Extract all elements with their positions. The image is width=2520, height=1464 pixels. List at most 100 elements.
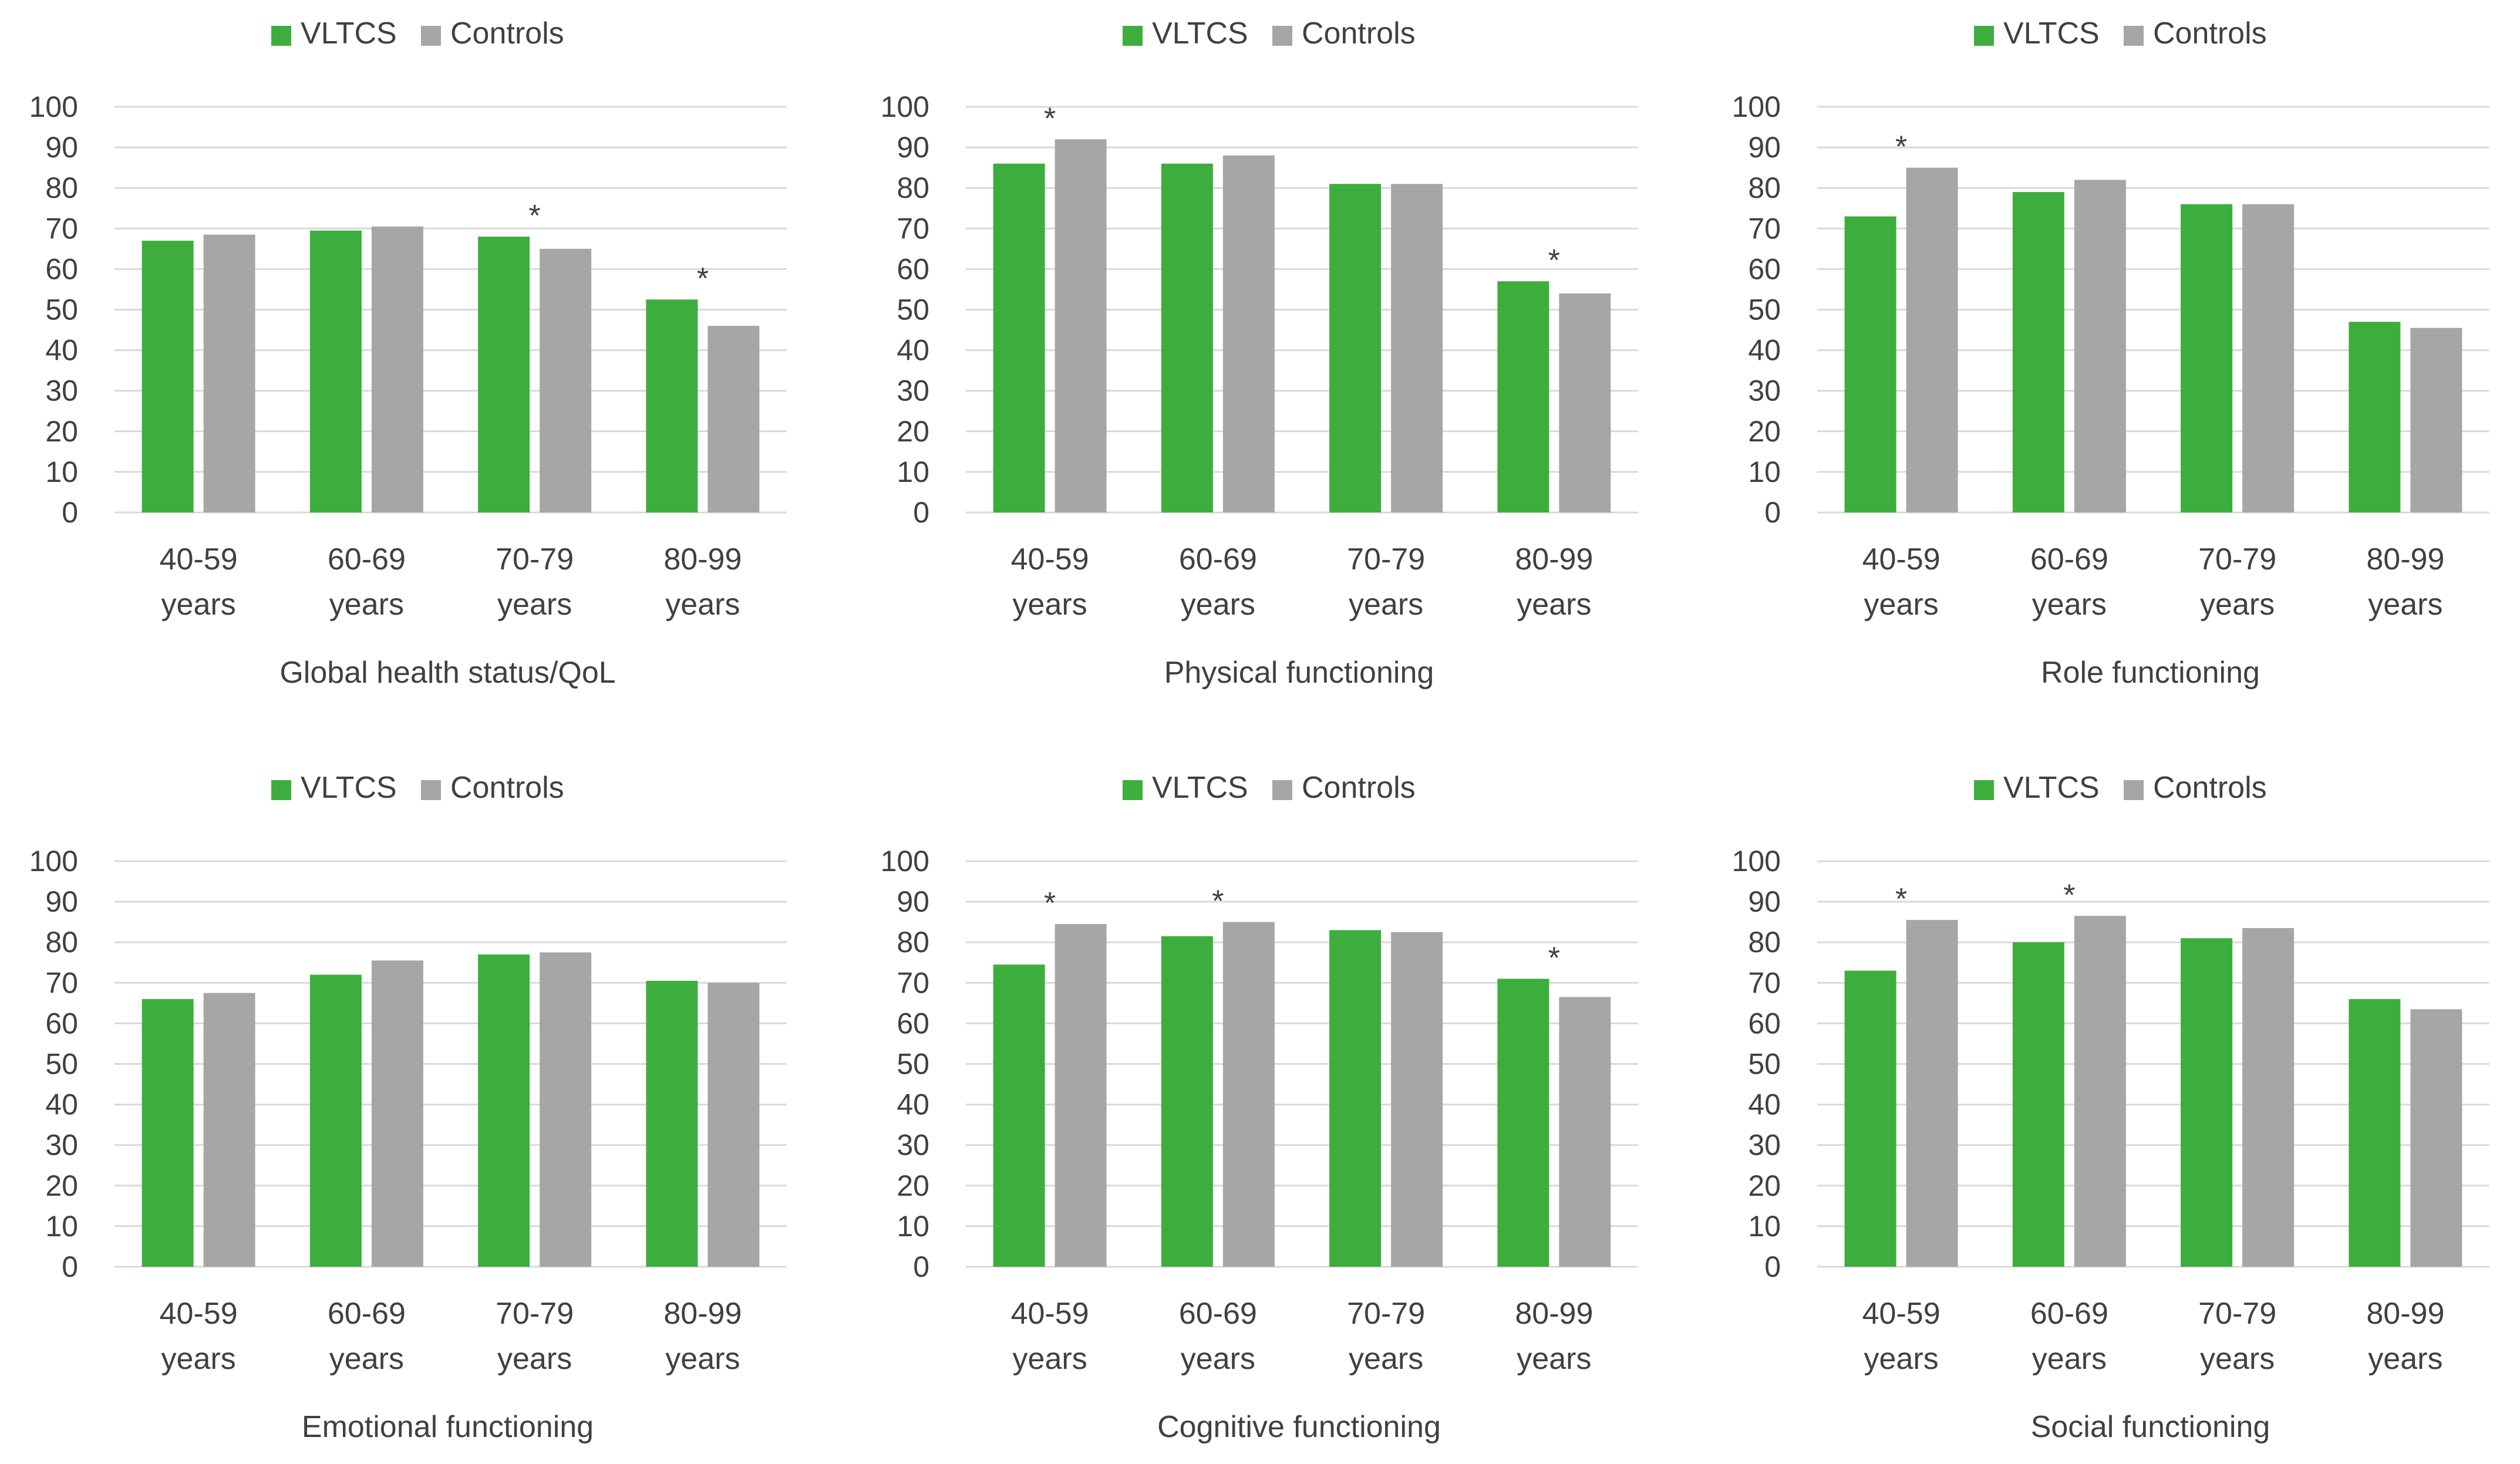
x-tick-label-70-79: 70-79 <box>2198 1297 2276 1331</box>
y-tick-label-60: 60 <box>45 252 78 285</box>
y-tick-label-40: 40 <box>1748 1088 1781 1121</box>
bar-vltcs-70-79 <box>2181 938 2233 1267</box>
bar-controls-40-59 <box>1055 924 1107 1267</box>
bar-vltcs-40-59 <box>142 241 194 512</box>
bar-controls-60-69 <box>371 226 423 512</box>
significance-marker-60-69: * <box>2063 878 2075 912</box>
y-tick-label-0: 0 <box>1764 1250 1781 1283</box>
legend-swatch-vltcs <box>1974 780 1994 800</box>
legend-label-controls: Controls <box>1302 771 1416 805</box>
bar-vltcs-80-99 <box>646 980 698 1267</box>
significance-marker-80-99: * <box>1548 244 1560 278</box>
legend-swatch-controls <box>1272 780 1292 800</box>
legend-label-vltcs: VLTCS <box>1152 16 1248 50</box>
y-tick-label-60: 60 <box>1748 252 1781 285</box>
y-tick-label-90: 90 <box>1748 131 1781 164</box>
x-tick-sublabel-80-99: years <box>1517 588 1591 622</box>
y-tick-label-100: 100 <box>1732 845 1781 878</box>
y-tick-label-50: 50 <box>897 1048 929 1081</box>
significance-marker-80-99: * <box>1548 941 1560 975</box>
bar-controls-80-99 <box>708 326 760 512</box>
x-tick-label-60-69: 60-69 <box>2030 1297 2108 1331</box>
legend-label-vltcs: VLTCS <box>301 771 397 805</box>
x-tick-sublabel-80-99: years <box>1517 1342 1591 1376</box>
y-tick-label-0: 0 <box>913 496 929 529</box>
x-tick-sublabel-60-69: years <box>2032 588 2107 622</box>
x-tick-label-40-59: 40-59 <box>1862 542 1940 576</box>
y-tick-label-20: 20 <box>45 415 78 448</box>
chart-panel-2: VLTCS Controls 0 10 20 30 40 50 60 70 80 90 100 * 40-5… <box>881 16 1638 690</box>
legend-swatch-vltcs <box>1123 780 1143 800</box>
chart-panel-4: VLTCS Controls 0 10 20 30 40 50 60 70 80 90 100 40-59… <box>29 771 787 1444</box>
bar-controls-60-69 <box>371 960 423 1267</box>
significance-marker-40-59: * <box>1895 130 1907 164</box>
y-tick-label-60: 60 <box>45 1007 78 1040</box>
legend-label-vltcs: VLTCS <box>2003 16 2100 50</box>
bar-controls-80-99 <box>2410 1009 2462 1267</box>
legend: VLTCS Controls <box>1123 771 1416 805</box>
y-tick-label-0: 0 <box>62 496 78 529</box>
x-tick-label-40-59: 40-59 <box>1011 1297 1089 1331</box>
bar-controls-40-59 <box>1906 920 1958 1267</box>
bar-controls-80-99 <box>1559 997 1611 1267</box>
y-tick-label-30: 30 <box>897 375 929 407</box>
x-tick-sublabel-60-69: years <box>1181 1342 1255 1376</box>
y-tick-label-60: 60 <box>897 1007 929 1040</box>
chart-title: Global health status/QoL <box>279 656 615 690</box>
y-tick-label-80: 80 <box>45 171 78 204</box>
bar-controls-70-79 <box>1391 184 1443 512</box>
y-tick-label-80: 80 <box>1748 926 1781 959</box>
x-tick-sublabel-70-79: years <box>1349 1342 1423 1376</box>
y-tick-label-20: 20 <box>1748 415 1781 448</box>
y-tick-label-0: 0 <box>62 1250 78 1283</box>
x-tick-sublabel-70-79: years <box>497 588 572 622</box>
y-tick-label-100: 100 <box>881 90 929 123</box>
bar-vltcs-40-59 <box>1844 216 1896 512</box>
x-tick-label-70-79: 70-79 <box>1347 542 1425 576</box>
bar-vltcs-40-59 <box>993 964 1045 1267</box>
x-tick-label-70-79: 70-79 <box>496 542 574 576</box>
chart-title: Emotional functioning <box>302 1410 594 1444</box>
chart-title: Role functioning <box>2041 656 2260 690</box>
y-tick-label-30: 30 <box>45 375 78 407</box>
y-tick-label-20: 20 <box>45 1169 78 1202</box>
x-tick-sublabel-70-79: years <box>497 1342 572 1376</box>
bar-controls-80-99 <box>1559 293 1611 512</box>
bar-controls-40-59 <box>203 993 255 1267</box>
y-tick-label-10: 10 <box>45 456 78 488</box>
legend-swatch-vltcs <box>271 26 291 46</box>
x-tick-label-40-59: 40-59 <box>160 542 238 576</box>
bar-vltcs-70-79 <box>1329 930 1382 1267</box>
legend: VLTCS Controls <box>271 16 564 50</box>
x-tick-label-40-59: 40-59 <box>1862 1297 1940 1331</box>
bar-vltcs-40-59 <box>142 999 194 1267</box>
legend-label-controls: Controls <box>450 16 564 50</box>
chart-title: Social functioning <box>2031 1410 2270 1444</box>
x-tick-label-40-59: 40-59 <box>160 1297 238 1331</box>
x-tick-sublabel-70-79: years <box>2200 1342 2275 1376</box>
bar-controls-40-59 <box>203 234 255 512</box>
bar-vltcs-80-99 <box>646 299 698 512</box>
chart-panel-6: VLTCS Controls 0 10 20 30 40 50 60 70 80 90 100 * 40-5… <box>1732 771 2489 1444</box>
y-tick-label-60: 60 <box>897 252 929 285</box>
significance-marker-40-59: * <box>1044 102 1056 136</box>
bar-controls-70-79 <box>2242 204 2295 513</box>
y-tick-label-10: 10 <box>897 1210 929 1243</box>
y-tick-label-40: 40 <box>45 1088 78 1121</box>
bar-controls-60-69 <box>2074 180 2126 512</box>
y-tick-label-40: 40 <box>45 334 78 367</box>
x-tick-sublabel-60-69: years <box>329 1342 404 1376</box>
bar-controls-70-79 <box>540 248 592 512</box>
legend-label-vltcs: VLTCS <box>1152 771 1248 805</box>
y-tick-label-20: 20 <box>897 1169 929 1202</box>
bar-controls-70-79 <box>2242 928 2295 1267</box>
bar-controls-40-59 <box>1055 139 1107 512</box>
bar-controls-70-79 <box>1391 932 1443 1267</box>
chart-title: Cognitive functioning <box>1157 1410 1441 1444</box>
chart-panel-5: VLTCS Controls 0 10 20 30 40 50 60 70 80 90 100 * 40-5… <box>881 771 1638 1444</box>
y-tick-label-40: 40 <box>897 1088 929 1121</box>
x-tick-label-40-59: 40-59 <box>1011 542 1089 576</box>
x-tick-label-70-79: 70-79 <box>496 1297 574 1331</box>
x-tick-sublabel-40-59: years <box>161 588 236 622</box>
bar-vltcs-60-69 <box>2012 942 2064 1267</box>
